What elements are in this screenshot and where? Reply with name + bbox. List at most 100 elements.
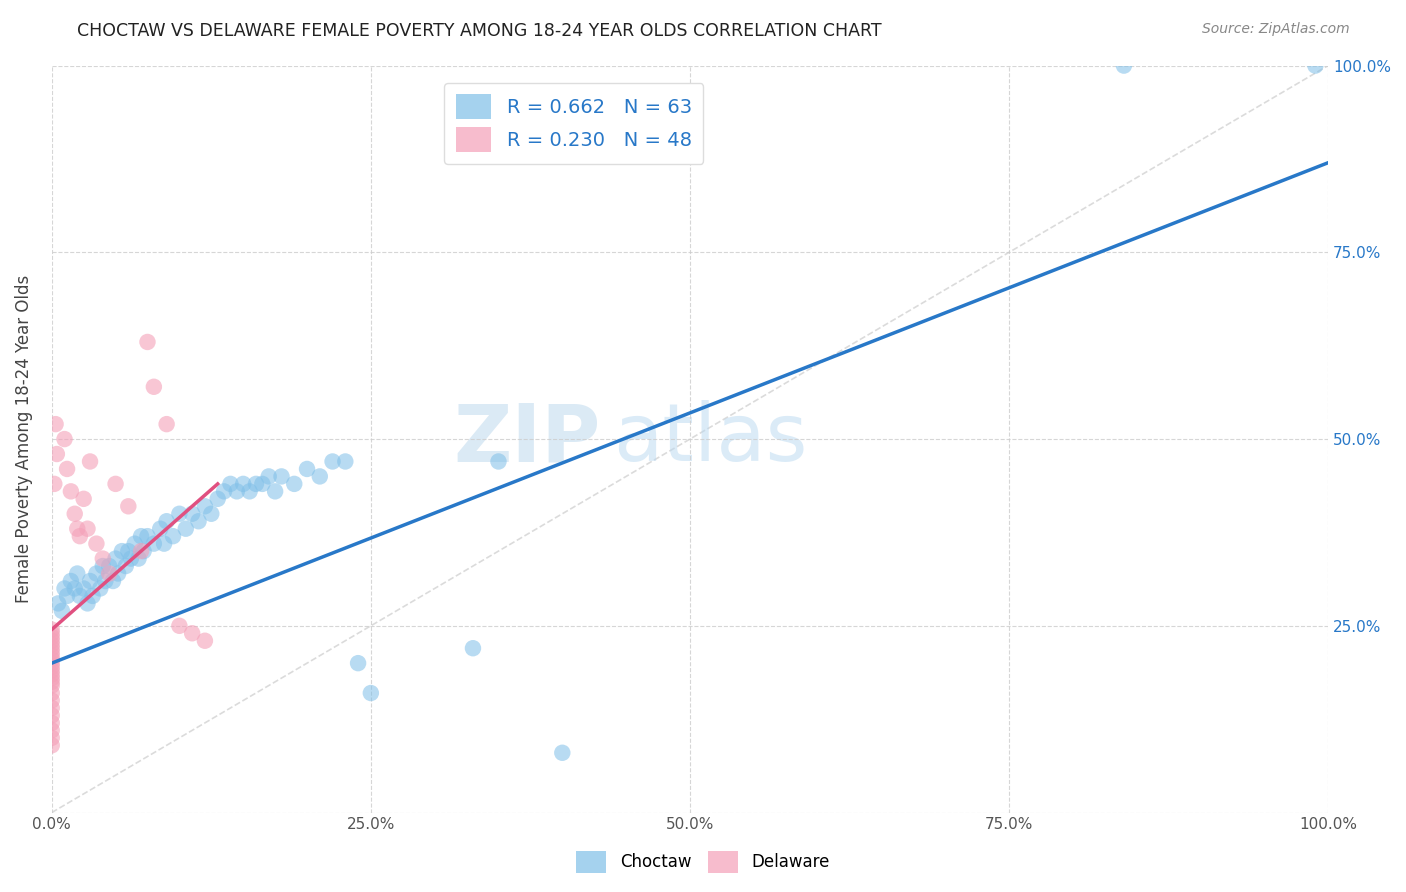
Point	[132, 544, 155, 558]
Point	[232, 476, 254, 491]
Point	[79, 574, 101, 588]
Point	[136, 334, 159, 349]
Point	[98, 559, 121, 574]
Point	[308, 469, 330, 483]
Point	[41, 641, 63, 656]
Point	[41, 715, 63, 730]
Point	[41, 648, 63, 663]
Point	[245, 476, 267, 491]
Point	[73, 491, 96, 506]
Point	[347, 656, 370, 670]
Point	[51, 604, 73, 618]
Point	[194, 500, 217, 514]
Point	[41, 708, 63, 723]
Point	[86, 536, 108, 550]
Point	[169, 507, 191, 521]
Point	[225, 484, 247, 499]
Point	[66, 566, 89, 581]
Point	[73, 582, 96, 596]
Point	[41, 645, 63, 659]
Y-axis label: Female Poverty Among 18-24 Year Olds: Female Poverty Among 18-24 Year Olds	[15, 275, 32, 603]
Point	[264, 484, 287, 499]
Point	[45, 447, 67, 461]
Point	[101, 574, 124, 588]
Point	[69, 529, 91, 543]
Point	[128, 551, 150, 566]
Point	[142, 536, 165, 550]
Point	[56, 462, 79, 476]
Point	[41, 623, 63, 637]
Point	[129, 544, 152, 558]
Point	[41, 731, 63, 745]
Legend: Choctaw, Delaware: Choctaw, Delaware	[569, 845, 837, 880]
Point	[76, 596, 98, 610]
Point	[212, 484, 235, 499]
Point	[257, 469, 280, 483]
Point	[53, 432, 76, 446]
Point	[41, 671, 63, 685]
Point	[360, 686, 382, 700]
Point	[111, 544, 134, 558]
Point	[200, 507, 222, 521]
Point	[69, 589, 91, 603]
Point	[59, 484, 82, 499]
Point	[117, 544, 139, 558]
Point	[181, 626, 204, 640]
Point	[335, 454, 357, 468]
Point	[44, 476, 66, 491]
Point	[488, 454, 510, 468]
Point	[153, 536, 176, 550]
Point	[283, 476, 305, 491]
Point	[41, 701, 63, 715]
Point	[322, 454, 344, 468]
Text: ZIP: ZIP	[453, 401, 600, 478]
Point	[41, 652, 63, 666]
Point	[136, 529, 159, 543]
Point	[53, 582, 76, 596]
Point	[41, 679, 63, 693]
Point	[124, 536, 146, 550]
Point	[169, 619, 191, 633]
Point	[181, 507, 204, 521]
Point	[82, 589, 104, 603]
Point	[104, 551, 127, 566]
Point	[187, 514, 209, 528]
Point	[174, 522, 197, 536]
Point	[46, 596, 69, 610]
Point	[56, 589, 79, 603]
Point	[129, 529, 152, 543]
Point	[45, 417, 67, 431]
Point	[461, 641, 484, 656]
Point	[91, 551, 114, 566]
Text: CHOCTAW VS DELAWARE FEMALE POVERTY AMONG 18-24 YEAR OLDS CORRELATION CHART: CHOCTAW VS DELAWARE FEMALE POVERTY AMONG…	[77, 22, 882, 40]
Text: Source: ZipAtlas.com: Source: ZipAtlas.com	[1202, 22, 1350, 37]
Point	[1305, 59, 1327, 73]
Point	[41, 656, 63, 670]
Point	[194, 633, 217, 648]
Point	[66, 522, 89, 536]
Point	[76, 522, 98, 536]
Point	[41, 660, 63, 674]
Point	[270, 469, 292, 483]
Point	[41, 667, 63, 681]
Point	[207, 491, 229, 506]
Point	[41, 739, 63, 753]
Point	[41, 686, 63, 700]
Point	[91, 559, 114, 574]
Point	[86, 566, 108, 581]
Point	[295, 462, 318, 476]
Point	[117, 500, 139, 514]
Point	[63, 582, 86, 596]
Point	[79, 454, 101, 468]
Point	[104, 476, 127, 491]
Point	[41, 638, 63, 652]
Point	[41, 626, 63, 640]
Point	[59, 574, 82, 588]
Point	[252, 476, 274, 491]
Point	[120, 551, 142, 566]
Point	[41, 723, 63, 738]
Legend: R = 0.662   N = 63, R = 0.230   N = 48: R = 0.662 N = 63, R = 0.230 N = 48	[444, 83, 703, 164]
Point	[162, 529, 184, 543]
Point	[63, 507, 86, 521]
Point	[142, 380, 165, 394]
